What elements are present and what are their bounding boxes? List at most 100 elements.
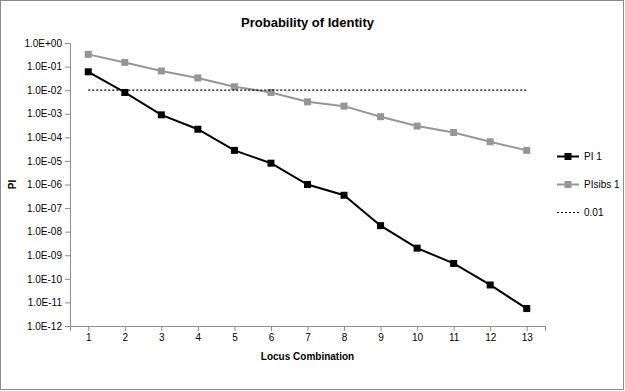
plot-area	[70, 43, 545, 326]
series-marker	[341, 192, 348, 199]
series-marker	[523, 305, 530, 312]
x-tick: 8	[342, 326, 348, 343]
x-tick-label: 8	[342, 332, 348, 343]
y-tick: 1.0E-09	[27, 250, 70, 261]
x-tick-mark	[161, 326, 162, 331]
x-tick: 6	[269, 326, 275, 343]
y-tick-label: 1.0E-05	[27, 156, 62, 167]
x-tick-label: 1	[86, 332, 92, 343]
series-marker	[267, 160, 274, 167]
y-tick-mark	[65, 255, 70, 256]
legend: PI 1PIsibs 10.01	[557, 151, 620, 218]
x-tick-mark	[198, 326, 199, 331]
series-marker	[304, 98, 311, 105]
x-tick: 1	[86, 326, 92, 343]
y-tick-label: 1.0E+00	[24, 38, 62, 49]
y-tick-mark	[65, 302, 70, 303]
legend-marker	[565, 153, 572, 160]
series-marker	[158, 111, 165, 118]
y-tick-label: 1.0E-02	[27, 85, 62, 96]
y-tick-label: 1.0E-11	[28, 297, 63, 308]
x-axis-line	[71, 327, 546, 332]
x-tick-label: 6	[269, 332, 275, 343]
series-marker	[414, 245, 421, 252]
series-marker	[304, 181, 311, 188]
chart: 1.0E+00 1.0E-01 1.0E-02 1.0E-03 1.0E-04 1.0E-…	[0, 0, 625, 391]
series-marker	[414, 123, 421, 130]
x-tick: 5	[232, 326, 238, 343]
y-tick-label: 1.0E-01	[27, 61, 62, 72]
x-tick-mark	[234, 326, 235, 331]
series-marker	[85, 68, 92, 75]
y-tick: 1.0E-04	[27, 132, 70, 143]
x-tick: 13	[522, 326, 534, 343]
series-marker	[158, 67, 165, 74]
series-marker	[341, 103, 348, 110]
x-tick-mark	[490, 326, 491, 331]
series-marker	[450, 260, 457, 267]
marks	[85, 51, 530, 312]
y-tick-mark	[65, 232, 70, 233]
y-tick: 1.0E-10	[27, 274, 70, 285]
legend-swatch	[557, 212, 579, 213]
y-tick-mark	[65, 279, 70, 280]
series-marker	[121, 59, 128, 66]
chart-title: Probability of Identity	[241, 15, 375, 30]
x-tick-label: 3	[159, 332, 165, 343]
y-tick-mark	[65, 326, 70, 327]
x-tick-label: 2	[123, 332, 129, 343]
series-marker	[194, 126, 201, 133]
legend-label: 0.01	[584, 207, 604, 218]
y-tick-mark	[65, 161, 70, 162]
x-tick: 4	[196, 326, 202, 343]
series-marker	[231, 83, 238, 90]
series-marker	[487, 138, 494, 145]
x-tick-mark	[88, 326, 89, 331]
y-tick: 1.0E-12	[27, 321, 70, 332]
series-line	[88, 72, 526, 309]
y-tick: 1.0E+00	[24, 38, 70, 49]
x-tick: 2	[123, 326, 129, 343]
y-tick: 1.0E-05	[27, 156, 70, 167]
series-marker	[377, 222, 384, 229]
y-tick-mark	[65, 90, 70, 91]
y-tick: 1.0E-06	[27, 179, 70, 190]
x-tick-mark	[381, 326, 382, 331]
y-tick-mark	[65, 114, 70, 115]
y-tick-label: 1.0E-08	[27, 226, 62, 237]
x-tick: 9	[378, 326, 384, 343]
y-tick-mark	[65, 43, 70, 44]
y-tick-label: 1.0E-03	[27, 108, 62, 119]
y-axis: 1.0E+00 1.0E-01 1.0E-02 1.0E-03 1.0E-04 1.0E-…	[24, 38, 70, 332]
y-tick-mark	[65, 137, 70, 138]
x-tick-mark	[271, 326, 272, 331]
series-marker	[487, 281, 494, 288]
y-axis-line	[65, 44, 71, 327]
y-tick: 1.0E-01	[27, 61, 70, 72]
x-tick-mark	[308, 326, 309, 331]
x-tick: 11	[449, 326, 460, 343]
x-tick-label: 4	[196, 332, 202, 343]
legend-marker	[565, 181, 572, 188]
y-tick-label: 1.0E-07	[27, 203, 62, 214]
series-marker	[523, 147, 530, 154]
series-marker	[450, 129, 457, 136]
y-axis-title: PI	[7, 180, 18, 190]
x-axis: 12345678910111213	[71, 326, 546, 343]
legend-label: PIsibs 1	[584, 179, 620, 190]
x-tick: 10	[412, 326, 424, 343]
y-tick: 1.0E-03	[27, 108, 70, 119]
y-tick-label: 1.0E-10	[27, 274, 62, 285]
y-tick-mark	[65, 208, 70, 209]
x-tick-mark	[125, 326, 126, 331]
y-tick-label: 1.0E-09	[27, 250, 62, 261]
y-tick: 1.0E-11	[28, 297, 70, 308]
x-tick-label: 5	[232, 332, 238, 343]
x-tick: 12	[485, 326, 497, 343]
x-tick-label: 13	[522, 332, 534, 343]
chart-border	[1, 1, 624, 390]
y-tick-label: 1.0E-06	[27, 179, 62, 190]
x-tick-label: 7	[305, 332, 311, 343]
x-tick: 3	[159, 326, 165, 343]
series-marker	[377, 113, 384, 120]
